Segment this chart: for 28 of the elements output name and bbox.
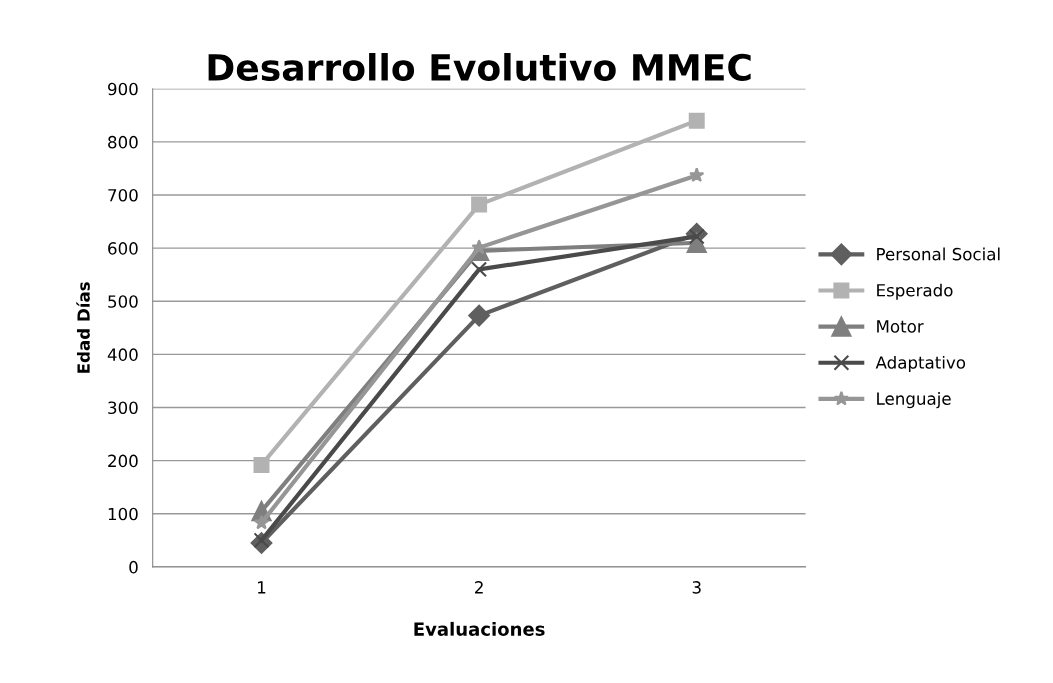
x-tick-label: 1 xyxy=(258,581,266,594)
y-tick-label: 0 xyxy=(129,560,138,574)
y-tick-label: 600 xyxy=(108,242,138,255)
y-tick-label: 400 xyxy=(107,348,138,361)
y-tick-label: 500 xyxy=(108,295,138,308)
y-tick-label: 900 xyxy=(108,82,138,96)
point xyxy=(253,514,270,530)
y-tick-label: 200 xyxy=(108,454,138,468)
point xyxy=(688,112,705,129)
point xyxy=(253,456,270,473)
legend-label: Adaptativo xyxy=(875,355,966,373)
legend-label: Lenguaje xyxy=(877,392,951,409)
point xyxy=(471,261,488,278)
y-tick-label: 300 xyxy=(108,401,138,415)
x-tick-label: 2 xyxy=(475,581,483,594)
x-tick-label: 3 xyxy=(692,581,701,594)
y-axis-title: Edad Días xyxy=(76,282,90,373)
legend-label: Personal Social xyxy=(877,247,1000,261)
point xyxy=(468,304,490,327)
legend-label: Esperado xyxy=(877,283,953,300)
x-axis-title: Evaluaciones xyxy=(414,621,545,636)
y-tick-label: 700 xyxy=(108,189,138,202)
y-tick-label: 100 xyxy=(108,507,138,521)
y-tick-label: 800 xyxy=(108,135,138,149)
chart-title: Desarrollo Evolutivo MMEC xyxy=(208,53,751,81)
legend-label: Motor xyxy=(877,320,924,333)
point xyxy=(689,167,705,183)
point xyxy=(471,196,488,213)
